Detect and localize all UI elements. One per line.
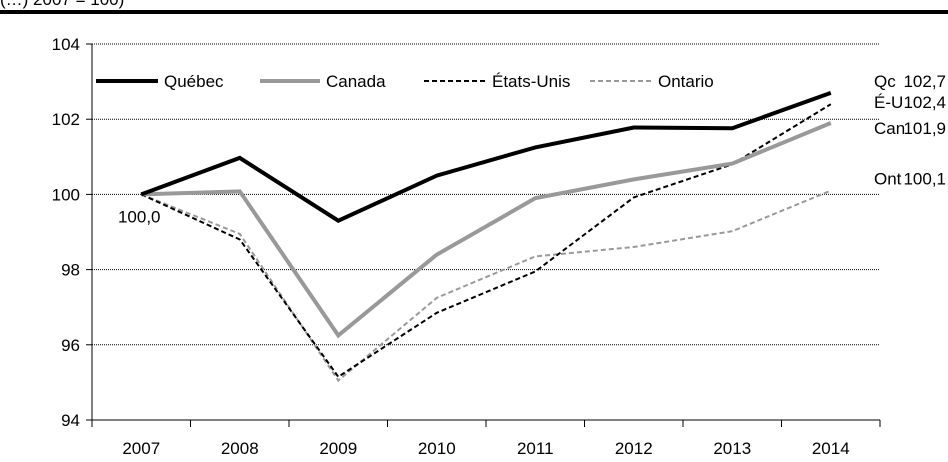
end-series-abbrev: É-U <box>874 93 903 112</box>
chart-caption: (…) 2007 = 100) <box>0 0 124 10</box>
end-series-abbrev: Ont <box>874 170 902 189</box>
series-line--tats-unis <box>140 103 832 379</box>
end-value-label: 100,1 <box>903 170 946 189</box>
y-tick-label: 98 <box>61 261 80 280</box>
x-tick-label: 2009 <box>319 439 357 458</box>
end-series-abbrev: Can <box>874 119 905 138</box>
end-value-label: 102,7 <box>903 72 946 91</box>
y-tick-label: 102 <box>52 110 80 129</box>
x-tick-label: 2014 <box>812 439 850 458</box>
legend-label: Canada <box>326 72 386 91</box>
x-tick-label: 2008 <box>221 439 259 458</box>
y-tick-label: 96 <box>61 336 80 355</box>
x-tick-label: 2007 <box>122 439 160 458</box>
x-tick-label: 2010 <box>418 439 456 458</box>
series-line-canada <box>141 121 832 339</box>
end-value-label: 102,4 <box>903 93 946 112</box>
series-line-ontario <box>140 189 832 382</box>
series-lines <box>140 91 832 382</box>
legend-label: Ontario <box>658 72 714 91</box>
gridlines <box>92 43 880 346</box>
x-tick-label: 2011 <box>517 439 554 458</box>
start-value-label: 100,0 <box>118 207 161 226</box>
y-tick-label: 104 <box>52 35 80 54</box>
x-tick-label: 2012 <box>615 439 653 458</box>
axes: 94 96 98 100 102 104 2007 2008 2009 2010 2011 2012 2… <box>52 35 881 458</box>
legend-label: Québec <box>164 72 224 91</box>
end-series-abbrev: Qc <box>874 72 896 91</box>
x-tick-label: 2013 <box>713 439 751 458</box>
end-value-label: 101,9 <box>903 119 946 138</box>
series-line-qu-bec <box>140 91 832 223</box>
legend-label: États-Unis <box>492 72 570 91</box>
legend: Québec Canada États-Unis Ontario <box>96 72 714 91</box>
y-tick-label: 94 <box>61 411 80 430</box>
y-tick-label: 100 <box>52 185 80 204</box>
